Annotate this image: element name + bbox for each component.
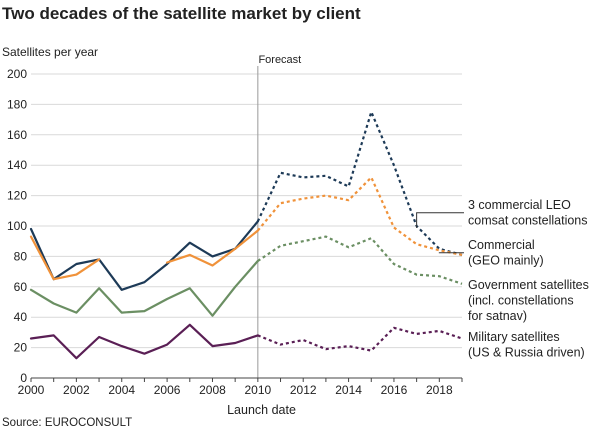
y-tick-label: 160 (7, 128, 27, 142)
y-tick-label: 100 (7, 219, 27, 233)
y-tick-label: 60 (14, 280, 28, 294)
series-label-line: for satnav) (468, 309, 527, 323)
y-tick-label: 40 (14, 310, 28, 324)
series-label-line: Commercial (468, 238, 535, 252)
grid-lines (31, 73, 462, 349)
x-tick-label: 2000 (18, 383, 45, 397)
series-label-commercial: Commercial (GEO mainly) (468, 238, 544, 268)
series-line-military (29, 323, 259, 360)
series-labels: 3 commercial LEO comsat constellations Com… (416, 198, 589, 360)
x-tick-label: 2010 (244, 383, 271, 397)
y-tick-label: 140 (7, 158, 27, 172)
series-lines (29, 110, 463, 360)
series-label-line: (US & Russia driven) (468, 346, 585, 360)
series-forecast-line-commercial (256, 176, 463, 256)
x-axis-label: Launch date (227, 403, 296, 417)
series-line-leo (29, 220, 259, 291)
series-forecast-line-government (257, 235, 463, 285)
y-axis-label: Satellites per year (2, 45, 99, 59)
x-tick-label: 2004 (108, 383, 135, 397)
y-tick-label: 20 (14, 341, 28, 355)
series-label-military: Military satellites (US & Russia driven) (468, 330, 585, 360)
y-tick-label: 200 (7, 67, 27, 81)
series-line-commercial (166, 229, 259, 267)
y-tick-label: 80 (14, 249, 28, 263)
series-line-commercial (29, 235, 101, 281)
series-forecast-line-leo (256, 110, 463, 256)
series-label-line: Government satellites (468, 278, 589, 292)
series-line-government (29, 259, 259, 317)
series-label-leo: 3 commercial LEO comsat constellations (468, 198, 588, 228)
y-tick-label: 0 (20, 371, 27, 385)
leader-line-leo (416, 212, 464, 228)
source-note: Source: EUROCONSULT (2, 417, 133, 429)
series-forecast-line-military (257, 326, 463, 352)
x-tick-label: 2006 (154, 383, 181, 397)
series-label-line: (incl. constellations (468, 294, 574, 308)
chart-title: Two decades of the satellite market by c… (2, 4, 361, 23)
x-tick-label: 2014 (335, 383, 362, 397)
y-tick-label: 120 (7, 189, 27, 203)
x-tick-label: 2008 (199, 383, 226, 397)
axes: 0 20 40 60 80 100 120 140 160 180 200 2000 2002 2004 2… (7, 67, 463, 397)
series-label-line: (GEO mainly) (468, 254, 544, 268)
x-tick-label: 2002 (63, 383, 90, 397)
series-label-line: comsat constellations (468, 214, 588, 228)
series-label-government: Government satellites (incl. constellatio… (468, 278, 589, 323)
series-label-line: Military satellites (468, 330, 560, 344)
x-tick-label: 2012 (290, 383, 317, 397)
forecast-divider: Forecast (257, 54, 301, 378)
forecast-label: Forecast (258, 54, 301, 66)
y-tick-label: 180 (7, 97, 27, 111)
x-tick-label: 2016 (381, 383, 408, 397)
x-tick-label: 2018 (426, 383, 453, 397)
series-label-line: 3 commercial LEO (468, 198, 571, 212)
